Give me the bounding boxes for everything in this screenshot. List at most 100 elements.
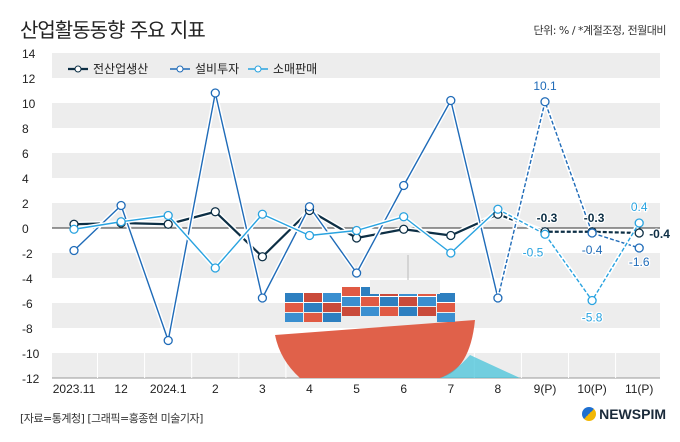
- y-tick-label: -6: [22, 297, 33, 311]
- container: [323, 303, 341, 312]
- data-label: -0.3: [537, 211, 558, 225]
- chart-title: 산업활동동향 주요 지표: [20, 18, 206, 42]
- data-point: [493, 293, 503, 303]
- container: [361, 297, 379, 306]
- container: [418, 307, 436, 316]
- x-tick-label: 6: [400, 382, 407, 396]
- legend-marker: [254, 65, 262, 73]
- data-label: 0.4: [631, 200, 648, 214]
- y-tick-label: -8: [22, 322, 33, 336]
- legend-label: 설비투자: [195, 62, 239, 76]
- container: [342, 307, 360, 316]
- data-point: [116, 217, 126, 227]
- y-tick-label: 8: [22, 122, 29, 136]
- container: [304, 293, 322, 302]
- data-point: [446, 230, 456, 241]
- data-point: [351, 233, 362, 243]
- y-tick-label: 6: [22, 147, 29, 161]
- data-label: -0.5: [523, 245, 544, 259]
- data-label: 10.1: [533, 79, 557, 93]
- container: [285, 293, 303, 302]
- container: [437, 303, 455, 312]
- container: [285, 303, 303, 312]
- container: [304, 303, 322, 312]
- x-tick-label: 4: [306, 382, 313, 396]
- y-tick-label: -12: [22, 372, 40, 386]
- data-point: [210, 263, 220, 273]
- data-point: [304, 202, 315, 212]
- container: [418, 297, 436, 306]
- container: [399, 307, 417, 316]
- ship-bridge: [370, 280, 440, 294]
- y-tick-label: 10: [22, 97, 36, 111]
- data-point: [210, 88, 220, 98]
- data-point: [351, 268, 362, 278]
- cargo-ship-illustration: [275, 255, 520, 378]
- data-point: [163, 335, 173, 346]
- data-point: [116, 200, 126, 211]
- data-point: [399, 212, 409, 222]
- grid-band: [52, 103, 660, 128]
- logo-text: NEWSPIM: [599, 406, 666, 422]
- x-tick-label: 12: [114, 382, 128, 396]
- data-label: -0.3: [584, 211, 605, 225]
- legend-label: 소매판매: [273, 62, 317, 76]
- series-line-3: [73, 208, 499, 269]
- ship-water: [300, 355, 520, 378]
- data-point: [257, 252, 268, 262]
- data-point: [634, 218, 644, 228]
- data-point: [446, 95, 456, 106]
- data-point: [446, 248, 456, 258]
- data-point: [69, 245, 79, 256]
- x-tick-label: 11(P): [625, 382, 653, 396]
- data-point: [257, 209, 268, 219]
- data-point: [587, 228, 597, 238]
- x-tick-label: 2023.11: [53, 382, 96, 396]
- unit-note: 단위: % / *계절조정, 전월대비: [533, 24, 666, 37]
- y-tick-label: 12: [22, 72, 36, 86]
- container: [323, 293, 341, 302]
- data-point: [587, 295, 597, 306]
- data-point: [399, 224, 409, 234]
- container: [380, 307, 398, 316]
- data-point: [634, 243, 644, 253]
- x-tick-label: 2: [212, 382, 219, 396]
- y-tick-label: 14: [22, 47, 36, 61]
- x-tick-label: 5: [353, 382, 360, 396]
- data-point: [163, 210, 173, 221]
- data-point: [493, 204, 503, 214]
- data-point: [399, 180, 409, 191]
- source-credit: [자료=통계청] [그래픽=홍종현 미술기자]: [20, 412, 203, 425]
- data-label: -0.4: [649, 227, 670, 241]
- x-tick-label: 7: [447, 382, 454, 396]
- data-point: [257, 293, 268, 303]
- data-point: [210, 207, 220, 217]
- series-line-2: [497, 101, 640, 299]
- y-tick-label: 2: [22, 197, 29, 211]
- y-tick-label: -4: [22, 272, 33, 286]
- data-point: [69, 224, 79, 234]
- legend-marker: [74, 65, 82, 73]
- y-tick-label: -2: [22, 247, 33, 261]
- newspim-logo: NEWSPIM: [582, 406, 666, 422]
- container: [380, 297, 398, 306]
- data-label: -5.8: [582, 311, 603, 325]
- container: [285, 313, 303, 322]
- data-label: -1.6: [629, 255, 650, 269]
- legend-label: 전산업생산: [93, 62, 148, 76]
- series-line-3: [497, 208, 640, 302]
- logo-icon: [582, 407, 597, 421]
- data-point: [540, 97, 550, 107]
- series-line-2: [73, 92, 499, 342]
- y-tick-label: 0: [22, 222, 29, 236]
- container: [437, 293, 455, 302]
- x-tick-label: 2024.1: [150, 382, 187, 396]
- legend-marker: [176, 65, 184, 73]
- container: [304, 313, 322, 322]
- data-point: [634, 228, 644, 238]
- container: [323, 313, 341, 322]
- y-tick-label: 4: [22, 172, 29, 186]
- container: [437, 313, 455, 322]
- container: [342, 287, 360, 296]
